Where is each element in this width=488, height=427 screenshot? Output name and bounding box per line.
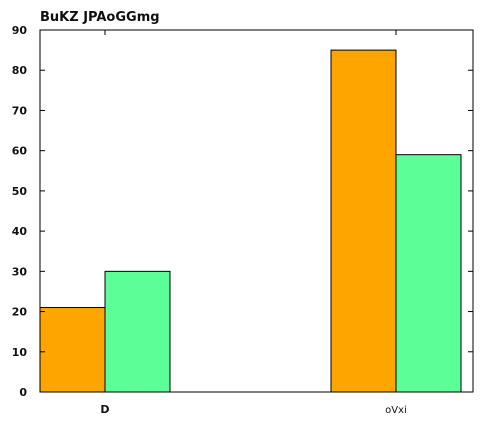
y-tick-label: 80 bbox=[12, 64, 28, 77]
bar-oVxi-series-2 bbox=[395, 154, 462, 393]
x-tick-label: D bbox=[100, 403, 109, 416]
y-tick-label: 40 bbox=[12, 225, 28, 238]
bar-oVxi-series-1 bbox=[330, 49, 397, 393]
plot-frame bbox=[39, 29, 474, 393]
y-tick-label: 30 bbox=[12, 265, 28, 278]
bars-group bbox=[39, 49, 462, 393]
chart-title: BuKZ JPAoGGmg bbox=[40, 10, 160, 25]
y-tick-label: 50 bbox=[12, 185, 28, 198]
y-tick-label: 60 bbox=[12, 145, 28, 158]
bar-D-series-2 bbox=[104, 270, 171, 393]
y-tick-label: 20 bbox=[12, 306, 28, 319]
y-tick-label: 0 bbox=[19, 386, 27, 399]
y-axis: 0 10 20 30 40 50 60 70 80 90 bbox=[12, 24, 473, 399]
bar-D-series-1 bbox=[39, 307, 106, 393]
y-tick-label: 90 bbox=[12, 24, 28, 37]
x-tick-label: oVxi bbox=[385, 405, 407, 416]
y-tick-label: 70 bbox=[12, 104, 28, 117]
y-tick-label: 10 bbox=[12, 346, 28, 359]
